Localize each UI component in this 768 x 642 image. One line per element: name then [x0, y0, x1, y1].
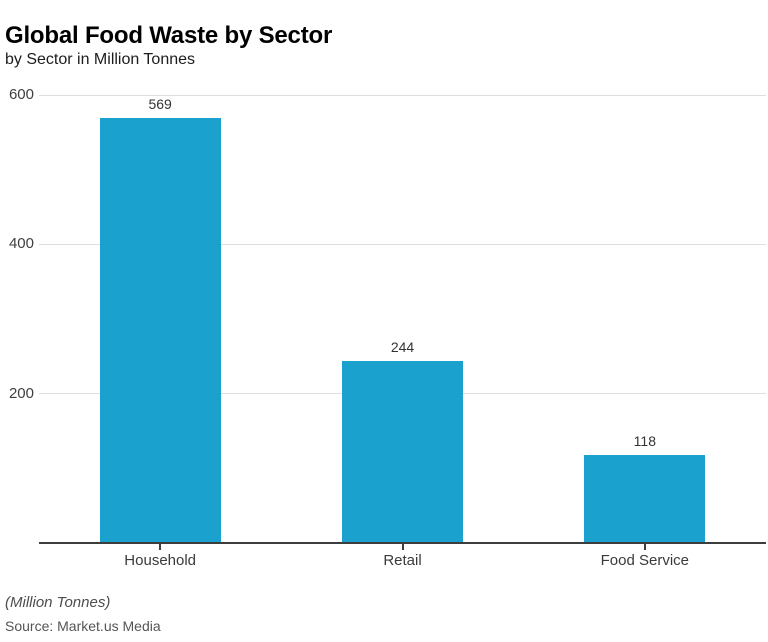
y-axis-tick-label: 200: [8, 384, 34, 402]
y-axis-tick-label: 600: [8, 86, 34, 103]
x-axis-category-label: Food Service: [600, 552, 690, 569]
bar-household: [99, 118, 221, 542]
bar-value-label: 118: [633, 432, 656, 449]
bar-food-service: [584, 454, 706, 542]
x-axis-tick-mark: [401, 544, 404, 550]
x-axis-category-label: Household: [124, 552, 197, 569]
unit-note: (Million Tonnes): [5, 594, 111, 611]
x-axis-line: [39, 542, 766, 544]
x-axis-tick-mark: [643, 544, 646, 550]
chart-title: Global Food Waste by Sector: [5, 22, 333, 50]
bar-value-label: 244: [390, 338, 415, 355]
source-credit: Source: Market.us Media: [5, 618, 161, 634]
bar-retail: [342, 360, 463, 542]
x-axis-category-label: Retail: [383, 552, 422, 569]
gridline-600: [39, 94, 766, 96]
chart-subtitle: by Sector in Million Tonnes: [5, 51, 196, 68]
gridline-400: [39, 243, 766, 245]
bar-value-label: 569: [148, 96, 172, 113]
y-axis-tick-label: 400: [8, 235, 34, 253]
x-axis-tick-mark: [159, 544, 162, 550]
